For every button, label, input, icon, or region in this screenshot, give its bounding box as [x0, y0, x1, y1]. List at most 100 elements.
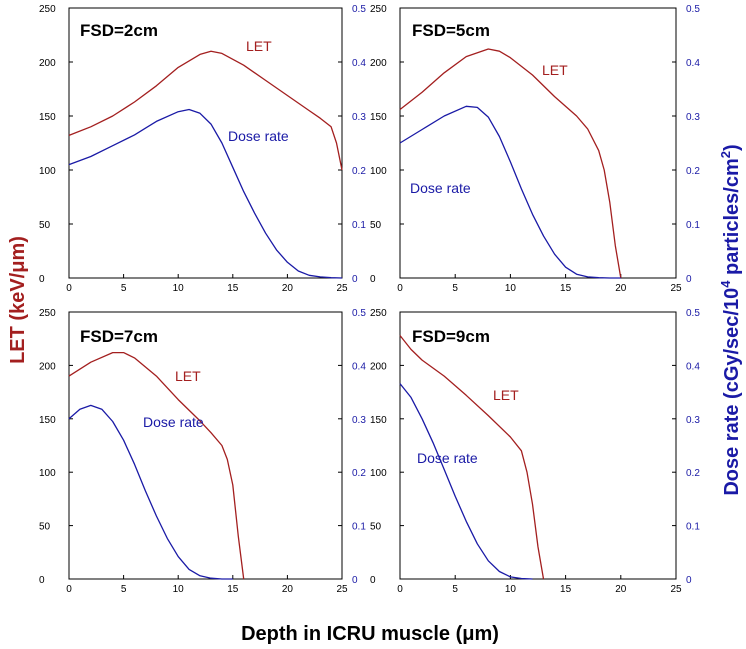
dose-rate-curve-label: Dose rate — [410, 180, 471, 196]
x-tick-label: 5 — [452, 283, 458, 294]
x-tick-label: 10 — [173, 584, 185, 595]
x-tick-label: 10 — [173, 283, 185, 294]
y-right-tick-label: 0.3 — [352, 415, 366, 426]
y-right-tick-label: 0.5 — [352, 4, 366, 15]
panel-3: 0 5 10 15 20 2505010015020025000.10.20.30.40.… — [39, 308, 366, 595]
x-tick-label: 25 — [336, 584, 348, 595]
y-right-tick-label: 0.5 — [686, 308, 700, 319]
panel-4: 0 5 10 15 20 2505010015020025000.10.20.30.40.… — [370, 308, 700, 595]
y-right-tick-label: 0.4 — [352, 58, 366, 69]
y-right-tick-label: 0 — [352, 274, 358, 285]
y-left-tick-label: 250 — [370, 308, 387, 319]
y-left-tick-label: 200 — [39, 58, 56, 69]
let-curve-label: LET — [542, 62, 568, 78]
y-axis-right-label: Dose rate (cGy/sec/104 particles/cm2) — [718, 144, 743, 495]
y-left-tick-label: 0 — [370, 575, 376, 586]
panel-2: 0 5 10 15 20 2505010015020025000.10.20.30.40.… — [370, 4, 700, 294]
x-tick-label: 15 — [227, 283, 239, 294]
y-right-tick-label: 0.5 — [686, 4, 700, 15]
y-axis-right-label-sup1: 4 — [718, 280, 733, 288]
y-right-tick-label: 0.2 — [352, 166, 366, 177]
x-tick-label: 0 — [397, 584, 403, 595]
let-curve — [399, 48, 622, 279]
dose-rate-curve — [68, 404, 233, 580]
y-left-tick-label: 50 — [39, 220, 51, 231]
plot-frame — [399, 7, 677, 279]
y-axis-right-label-suffix: ) — [721, 144, 743, 151]
x-tick-label: 0 — [66, 584, 72, 595]
y-left-tick-label: 50 — [39, 522, 51, 533]
y-right-tick-label: 0.1 — [686, 522, 700, 533]
y-right-tick-label: 0.2 — [686, 166, 700, 177]
y-left-tick-label: 100 — [370, 468, 387, 479]
y-axis-right-label-mid: particles/cm — [721, 158, 743, 280]
x-tick-label: 25 — [670, 283, 682, 294]
plot-frame — [68, 311, 343, 580]
y-left-tick-label: 250 — [39, 4, 56, 15]
y-right-tick-label: 0.4 — [352, 361, 366, 372]
y-left-tick-label: 0 — [39, 274, 45, 285]
x-tick-label: 15 — [227, 584, 239, 595]
x-tick-label: 25 — [336, 283, 348, 294]
dose-rate-curve-label: Dose rate — [417, 450, 478, 466]
x-tick-label: 10 — [505, 283, 517, 294]
y-left-tick-label: 150 — [39, 415, 56, 426]
let-curve-label: LET — [493, 387, 519, 403]
x-tick-label: 0 — [397, 283, 403, 294]
panels: 0 5 10 15 20 2505010015020025000.10.20.30.40.… — [39, 4, 700, 595]
y-axis-left-label: LET (keV/μm) — [7, 236, 29, 364]
y-right-tick-label: 0.2 — [352, 468, 366, 479]
y-axis-right-label-prefix: Dose rate (cGy/sec/10 — [721, 288, 743, 496]
y-left-tick-label: 200 — [370, 58, 387, 69]
x-tick-label: 20 — [282, 283, 294, 294]
x-tick-label: 0 — [66, 283, 72, 294]
panel-title: FSD=7cm — [80, 327, 158, 346]
x-axis-label: Depth in ICRU muscle (μm) — [241, 623, 499, 645]
y-left-tick-label: 250 — [370, 4, 387, 15]
y-right-tick-label: 0 — [686, 575, 692, 586]
y-axis-right-label-sup2: 2 — [718, 151, 733, 158]
panel-title: FSD=5cm — [412, 21, 490, 40]
y-left-tick-label: 50 — [370, 220, 382, 231]
let-curve-label: LET — [246, 38, 272, 54]
y-left-tick-label: 50 — [370, 522, 382, 533]
y-right-tick-label: 0 — [686, 274, 692, 285]
x-tick-label: 15 — [560, 584, 572, 595]
y-right-tick-label: 0.3 — [686, 415, 700, 426]
y-left-tick-label: 200 — [370, 361, 387, 372]
y-left-tick-label: 150 — [370, 112, 387, 123]
plot-frame — [68, 7, 343, 279]
y-left-tick-label: 150 — [370, 415, 387, 426]
x-tick-label: 10 — [505, 584, 517, 595]
y-right-tick-label: 0.1 — [352, 220, 366, 231]
panel-1: 0 5 10 15 20 2505010015020025000.10.20.30.40.… — [39, 4, 366, 294]
y-right-tick-label: 0.1 — [686, 220, 700, 231]
x-tick-label: 15 — [560, 283, 572, 294]
x-tick-label: 5 — [452, 584, 458, 595]
dose-rate-curve — [68, 108, 343, 279]
dose-rate-curve — [399, 383, 533, 580]
y-right-tick-label: 0.3 — [352, 112, 366, 123]
y-right-tick-label: 0.2 — [686, 468, 700, 479]
plot-frame — [399, 311, 677, 580]
x-tick-label: 20 — [615, 283, 627, 294]
y-right-tick-label: 0.4 — [686, 361, 700, 372]
dose-rate-curve-label: Dose rate — [143, 414, 204, 430]
let-curve — [399, 335, 545, 580]
y-left-tick-label: 100 — [370, 166, 387, 177]
y-right-tick-label: 0 — [352, 575, 358, 586]
y-left-tick-label: 150 — [39, 112, 56, 123]
x-tick-label: 5 — [121, 584, 127, 595]
y-left-tick-label: 0 — [39, 575, 45, 586]
x-tick-label: 20 — [282, 584, 294, 595]
y-right-tick-label: 0.3 — [686, 112, 700, 123]
y-right-tick-label: 0.4 — [686, 58, 700, 69]
let-curve-label: LET — [175, 368, 201, 384]
x-tick-label: 25 — [670, 584, 682, 595]
y-left-tick-label: 0 — [370, 274, 376, 285]
y-left-tick-label: 100 — [39, 166, 56, 177]
panel-title: FSD=2cm — [80, 21, 158, 40]
let-curve — [68, 351, 245, 580]
y-left-tick-label: 250 — [39, 308, 56, 319]
